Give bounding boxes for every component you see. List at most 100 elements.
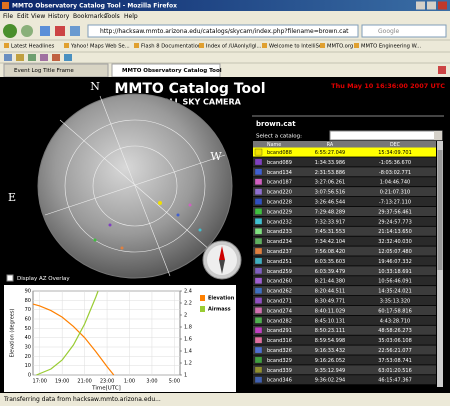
- table-row[interactable]: [253, 157, 436, 167]
- reload-button[interactable]: [40, 26, 50, 36]
- object-dec: 46:15:47.367: [378, 378, 412, 384]
- bookmark[interactable]: Latest Headlines: [11, 44, 55, 50]
- menu-item[interactable]: View: [31, 13, 45, 20]
- toolbar-icon[interactable]: [4, 54, 12, 61]
- menu-item[interactable]: Tools: [104, 13, 120, 20]
- close-button[interactable]: [438, 1, 447, 10]
- table-row[interactable]: [253, 216, 436, 226]
- object-ra: 6:55:27.049: [315, 150, 345, 156]
- search-box[interactable]: [361, 24, 447, 38]
- color-swatch: [254, 336, 263, 344]
- object-name: bcand329: [267, 358, 292, 364]
- title-bar: [0, 0, 450, 11]
- y-tick-label: 60: [25, 317, 31, 323]
- menu-item[interactable]: Help: [124, 13, 138, 20]
- maximize-button[interactable]: [427, 1, 436, 10]
- minimize-button[interactable]: [416, 1, 425, 10]
- select-arrow[interactable]: [434, 131, 442, 140]
- y-tick-label: 40: [25, 335, 31, 341]
- table-row[interactable]: [253, 147, 436, 157]
- bookmark-icon: [134, 43, 139, 48]
- tab-close[interactable]: [438, 66, 446, 74]
- object-dot[interactable]: [158, 201, 162, 205]
- object-name: bcand229: [267, 209, 292, 215]
- table-row[interactable]: [253, 236, 436, 246]
- plot-area: [32, 290, 181, 376]
- menu-item[interactable]: Bookmarks: [73, 13, 107, 20]
- back-button[interactable]: [3, 24, 17, 38]
- color-swatch: [254, 376, 263, 383]
- table-row[interactable]: [253, 256, 436, 266]
- overlay-checkbox[interactable]: [6, 274, 14, 282]
- table-row[interactable]: [253, 335, 436, 345]
- bookmark[interactable]: MMTO Engineering W...: [361, 44, 421, 50]
- menu-item[interactable]: File: [3, 13, 13, 20]
- home-button[interactable]: [70, 26, 80, 36]
- object-dot[interactable]: [120, 246, 124, 250]
- object-dot[interactable]: [198, 228, 202, 232]
- table-row[interactable]: [253, 187, 436, 197]
- scroll-thumb[interactable]: [437, 150, 443, 270]
- table-row[interactable]: [253, 355, 436, 365]
- table-row[interactable]: [253, 246, 436, 256]
- y-tick-label: 20: [25, 354, 31, 360]
- table-row[interactable]: [253, 296, 436, 306]
- table-row[interactable]: [253, 305, 436, 315]
- table-row[interactable]: [253, 375, 436, 385]
- bookmark[interactable]: Index of /UAonly/lgl...: [206, 44, 262, 50]
- object-ra: 9:36:02.294: [315, 378, 345, 384]
- menu-item[interactable]: Edit: [17, 13, 29, 20]
- table-row[interactable]: [253, 345, 436, 355]
- table-row[interactable]: [253, 167, 436, 177]
- table-row[interactable]: [253, 177, 436, 187]
- table-row[interactable]: [253, 276, 436, 286]
- address-bar[interactable]: [87, 24, 359, 38]
- bookmark[interactable]: MMTO.org: [327, 44, 353, 50]
- bookmark[interactable]: Flash 8 Documentation: [141, 44, 201, 50]
- object-name: bcand233: [267, 229, 292, 235]
- toolbar-icon[interactable]: [64, 54, 72, 61]
- table-row[interactable]: [253, 315, 436, 325]
- table-row[interactable]: [253, 286, 436, 296]
- toolbar-icon[interactable]: [52, 54, 60, 61]
- object-ra: 9:16:33.432: [315, 348, 345, 354]
- column-header: DEC: [390, 142, 401, 148]
- catalog-select[interactable]: [329, 130, 443, 141]
- select-label: Select a catalog:: [256, 134, 302, 140]
- compass-needle: [219, 246, 225, 260]
- object-dot[interactable]: [108, 223, 112, 227]
- object-dec: 19:46:07.332: [378, 259, 412, 265]
- bookmark[interactable]: Yahoo! Maps Web Se...: [70, 44, 130, 50]
- object-name: bcand234: [267, 239, 292, 245]
- toolbar-icon[interactable]: [28, 54, 36, 61]
- object-dot[interactable]: [176, 213, 180, 217]
- y-tick-label: 30: [25, 345, 31, 351]
- object-dec: 12:05:07.480: [378, 249, 412, 255]
- table-row[interactable]: [253, 206, 436, 216]
- object-dec: 60:17:58.816: [378, 308, 412, 314]
- table-row[interactable]: [253, 197, 436, 207]
- table-row[interactable]: [253, 226, 436, 236]
- object-ra: 9:16:26.052: [315, 358, 345, 364]
- object-name: bcand282: [267, 318, 292, 324]
- toolbar-icon[interactable]: [40, 54, 48, 61]
- toolbar-icon[interactable]: [16, 54, 24, 61]
- table-row[interactable]: [253, 266, 436, 276]
- legend-label: Airmass: [208, 307, 231, 313]
- sky-objects: [93, 201, 202, 250]
- direction-label: E: [8, 191, 16, 204]
- object-name: bcand339: [267, 368, 292, 374]
- object-dot[interactable]: [93, 238, 97, 242]
- stop-button[interactable]: [55, 26, 65, 36]
- table-row[interactable]: [253, 365, 436, 375]
- object-dot[interactable]: [188, 203, 192, 207]
- object-name: bcand260: [267, 279, 292, 285]
- menu-item[interactable]: History: [48, 13, 70, 20]
- forward-button[interactable]: [21, 25, 33, 37]
- bookmark[interactable]: Welcome to IntelliSee: [269, 44, 325, 50]
- table-row[interactable]: [253, 325, 436, 335]
- object-name: bcand228: [267, 199, 292, 205]
- bookmark-icon: [320, 43, 325, 48]
